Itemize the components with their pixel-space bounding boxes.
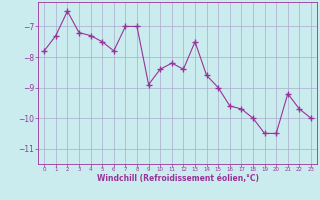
- X-axis label: Windchill (Refroidissement éolien,°C): Windchill (Refroidissement éolien,°C): [97, 174, 259, 183]
